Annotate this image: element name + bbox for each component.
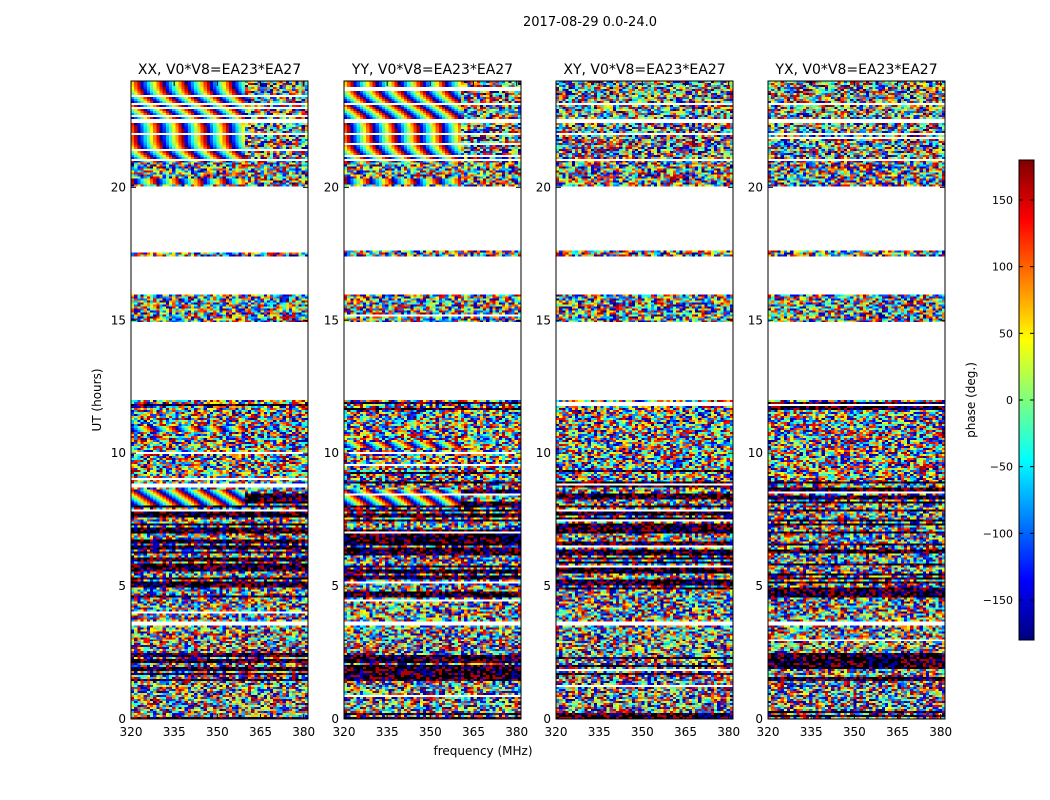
panel-title: XY, V0*V8=EA23*EA27 <box>563 62 725 78</box>
y-tick-label: 10 <box>536 446 551 460</box>
heatmap-cells <box>556 81 733 719</box>
x-tick-label: 320 <box>757 725 780 739</box>
x-tick-label: 350 <box>206 725 229 739</box>
y-tick-label: 10 <box>324 446 339 460</box>
x-tick-label: 380 <box>292 725 315 739</box>
y-tick-label: 5 <box>118 579 126 593</box>
y-tick-label: 20 <box>111 180 126 194</box>
y-tick-label: 15 <box>536 313 551 327</box>
colorbar-tick-label: −100 <box>983 527 1013 540</box>
x-tick-label: 350 <box>631 725 654 739</box>
y-tick-label: 20 <box>324 180 339 194</box>
x-tick-label: 380 <box>505 725 528 739</box>
colorbar-tick-label: 0 <box>1006 394 1013 407</box>
x-tick-label: 365 <box>674 725 697 739</box>
figure: 2017-08-29 0.0-24.0 XX, V0*V8=EA23*EA27 3… <box>0 0 1050 800</box>
y-tick-label: 15 <box>324 313 339 327</box>
colorbar-label: phase (deg.) <box>964 362 978 438</box>
heatmap-cells <box>344 81 521 719</box>
y-tick-label: 5 <box>755 579 763 593</box>
colorbar-tick-label: −150 <box>983 594 1013 607</box>
y-axis-label: UT (hours) <box>90 368 104 431</box>
panel-3: YX, V0*V8=EA23*EA27 320 335 350 365 380 0 5 10 15… <box>748 62 952 739</box>
y-tick-label: 0 <box>118 712 126 726</box>
y-tick-label: 15 <box>111 313 126 327</box>
x-tick-label: 320 <box>333 725 356 739</box>
colorbar-tick-label: 150 <box>992 194 1013 207</box>
panel-title: XX, V0*V8=EA23*EA27 <box>138 62 301 78</box>
heatmap-cells <box>131 81 308 719</box>
x-tick-label: 365 <box>886 725 909 739</box>
colorbar-tick-label: 50 <box>999 327 1013 340</box>
x-tick-label: 380 <box>929 725 952 739</box>
x-tick-label: 350 <box>843 725 866 739</box>
colorbar-tick-label: −50 <box>990 461 1013 474</box>
y-tick-label: 15 <box>748 313 763 327</box>
x-tick-label: 335 <box>800 725 823 739</box>
x-axis-label: frequency (MHz) <box>433 744 532 758</box>
x-tick-label: 365 <box>462 725 485 739</box>
panel-2: XY, V0*V8=EA23*EA27 320 335 350 365 380 0 5 10 15… <box>536 62 740 739</box>
x-tick-label: 335 <box>588 725 611 739</box>
panels: XX, V0*V8=EA23*EA27 320 335 350 365 380 0 5 10 15… <box>90 62 952 758</box>
y-tick-label: 10 <box>748 446 763 460</box>
y-tick-label: 0 <box>543 712 551 726</box>
x-tick-label: 335 <box>376 725 399 739</box>
x-tick-label: 335 <box>163 725 186 739</box>
colorbar: −150 −100 −50 0 50 100 150 phase (deg.) <box>964 160 1034 640</box>
x-tick-label: 320 <box>545 725 568 739</box>
y-tick-label: 10 <box>111 446 126 460</box>
x-tick-label: 365 <box>249 725 272 739</box>
y-tick-label: 20 <box>536 180 551 194</box>
panel-title: YY, V0*V8=EA23*EA27 <box>351 62 513 78</box>
y-tick-label: 5 <box>331 579 339 593</box>
y-tick-label: 5 <box>543 579 551 593</box>
x-tick-label: 350 <box>419 725 442 739</box>
y-tick-label: 0 <box>331 712 339 726</box>
colorbar-tick-label: 100 <box>992 261 1013 274</box>
figure-title: 2017-08-29 0.0-24.0 <box>523 15 657 30</box>
y-tick-label: 0 <box>755 712 763 726</box>
heatmap-cells <box>768 81 945 719</box>
panel-1: YY, V0*V8=EA23*EA27 320 335 350 365 380 0 5 10 15… <box>324 62 528 739</box>
x-tick-label: 320 <box>120 725 143 739</box>
y-tick-label: 20 <box>748 180 763 194</box>
x-tick-label: 380 <box>717 725 740 739</box>
panel-title: YX, V0*V8=EA23*EA27 <box>774 62 937 78</box>
